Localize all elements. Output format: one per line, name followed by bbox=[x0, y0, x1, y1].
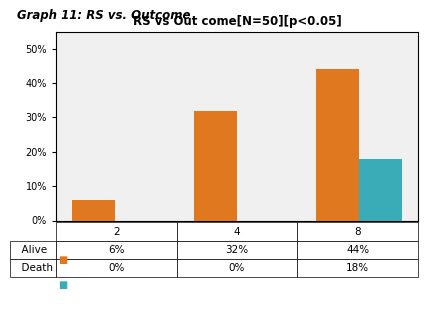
Bar bbox=[72, 200, 115, 220]
Bar bbox=[194, 111, 237, 220]
Text: ■: ■ bbox=[58, 280, 67, 290]
Bar bbox=[358, 159, 401, 220]
Bar bbox=[316, 69, 358, 220]
Text: Graph 11: RS vs. Outcome: Graph 11: RS vs. Outcome bbox=[17, 9, 190, 22]
Title: RS vs Out come[N=50][p<0.05]: RS vs Out come[N=50][p<0.05] bbox=[132, 14, 341, 27]
Text: ■: ■ bbox=[58, 255, 67, 265]
